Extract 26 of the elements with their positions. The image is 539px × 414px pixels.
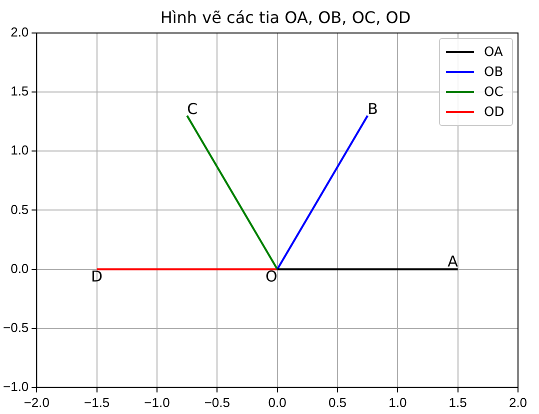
x-tick-label: −2.0 (24, 394, 50, 410)
x-tick-label: −1.0 (144, 394, 170, 410)
y-tick-label: 1.0 (10, 142, 29, 158)
legend-label: OC (484, 84, 504, 100)
legend-label: OD (484, 104, 504, 120)
legend-label: OA (484, 44, 503, 60)
x-tick-label: 1.0 (388, 394, 407, 410)
legend-label: OB (484, 64, 504, 80)
x-tick-label: 0.0 (268, 394, 286, 410)
x-tick-label: −0.5 (204, 394, 230, 410)
annotation: A (448, 252, 459, 271)
y-tick-label: 0.5 (10, 202, 29, 217)
chart-title: Hình vẽ các tia OA, OB, OC, OD (159, 8, 412, 27)
annotation: C (187, 100, 198, 118)
annotation: D (91, 268, 103, 286)
x-tick-label: 0.5 (328, 394, 347, 410)
x-tick-label: 2.0 (508, 394, 528, 410)
annotation: B (368, 100, 378, 118)
x-tick-label: 1.5 (448, 394, 467, 410)
y-tick-label: 0.0 (10, 260, 29, 276)
y-tick-label: 1.5 (10, 84, 29, 99)
y-tick-label: −0.5 (2, 320, 29, 335)
y-tick-label: −1.0 (2, 378, 29, 394)
x-tick-label: −1.5 (84, 394, 110, 410)
annotation: O (266, 268, 278, 286)
y-tick-label: 2.0 (10, 24, 29, 40)
